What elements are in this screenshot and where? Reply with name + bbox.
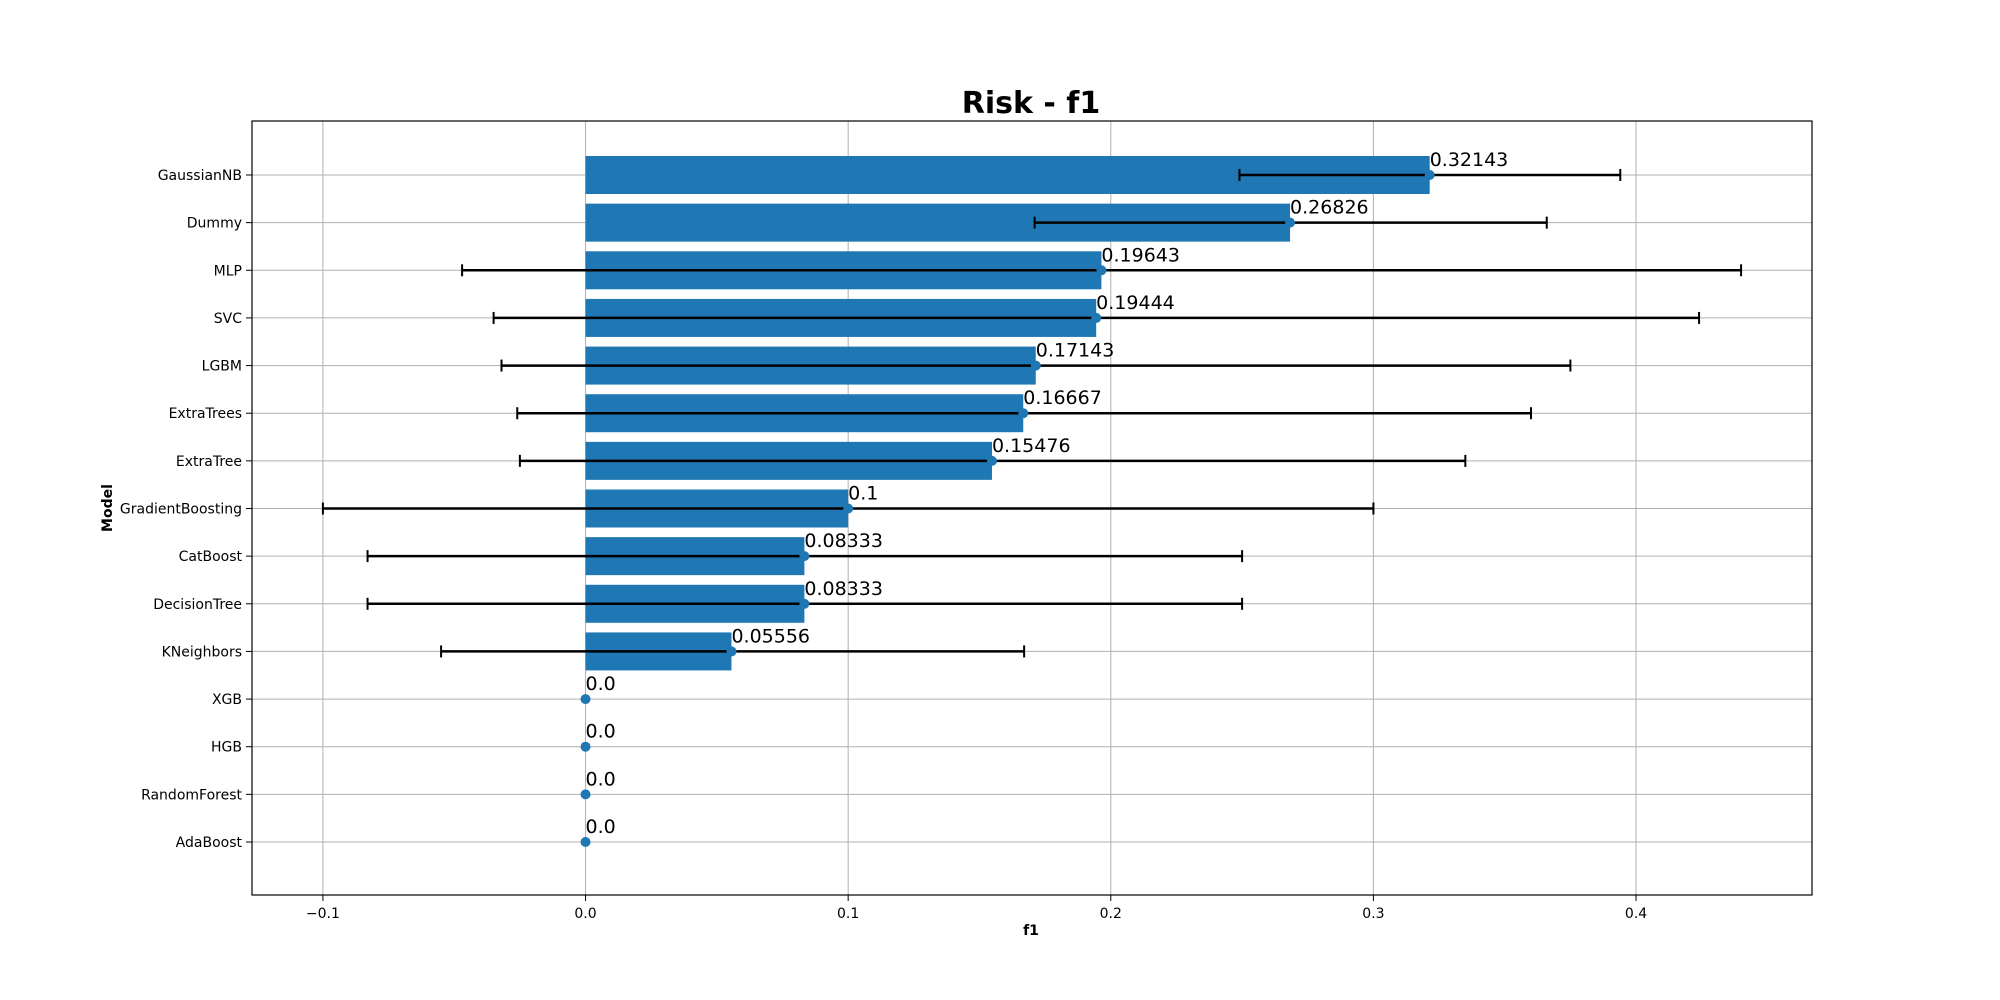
value-label: 0.0 [586, 816, 616, 838]
point-marker [580, 741, 591, 752]
y-tick-label: CatBoost [179, 549, 243, 565]
point-marker [580, 789, 591, 800]
value-label: 0.19643 [1101, 244, 1180, 266]
errorbars-layer [321, 169, 1743, 658]
y-tick-label: GaussianNB [158, 168, 242, 184]
point-marker [580, 837, 591, 847]
y-tick-label: AdaBoost [176, 835, 243, 851]
value-label: 0.08333 [804, 530, 883, 552]
point-marker [1030, 360, 1041, 371]
x-tick-label: 0.3 [1362, 906, 1384, 922]
y-tick-label: XGB [212, 692, 242, 708]
value-label: 0.15476 [992, 435, 1071, 457]
chart-title: Risk - f1 [962, 86, 1100, 121]
value-label: 0.0 [586, 768, 616, 790]
point-marker [726, 646, 737, 657]
x-tick-label: 0.0 [574, 906, 596, 922]
point-marker [799, 551, 810, 562]
point-marker [799, 598, 810, 609]
value-label: 0.19444 [1096, 292, 1175, 314]
point-marker [1424, 170, 1435, 180]
value-label: 0.17143 [1036, 340, 1115, 362]
value-label: 0.26826 [1290, 197, 1369, 219]
y-tick-label: MLP [214, 263, 242, 279]
y-tick-label: DecisionTree [153, 597, 242, 613]
point-marker [1091, 312, 1102, 323]
x-tick-label: −0.1 [306, 906, 340, 922]
plot-frame [251, 120, 1813, 896]
y-axis: GaussianNB Dummy MLP SVC LGBM ExtraTrees Extra… [120, 168, 252, 851]
y-axis-label: Model [100, 484, 116, 532]
point-marker [1285, 217, 1296, 228]
value-label: 0.08333 [804, 578, 883, 600]
point-marker [1096, 265, 1107, 276]
value-label: 0.1 [848, 483, 878, 505]
x-tick-label: 0.2 [1100, 906, 1122, 922]
y-tick-label: KNeighbors [162, 644, 242, 660]
x-tick-label: 0.4 [1625, 906, 1647, 922]
markers-layer [580, 170, 1435, 847]
value-labels-layer: 0.32143 0.26826 0.19643 0.19444 0.17143 0.166… [586, 149, 1509, 838]
x-axis: −0.1 0.0 0.1 0.2 0.3 0.4 [306, 895, 1647, 922]
value-label: 0.32143 [1430, 149, 1509, 171]
y-tick-label: Dummy [187, 216, 242, 232]
y-tick-label: GradientBoosting [120, 502, 242, 518]
point-marker [843, 503, 854, 514]
value-label: 0.05556 [731, 625, 810, 647]
y-tick-label: HGB [211, 740, 242, 756]
y-tick-label: LGBM [202, 359, 242, 375]
y-tick-label: RandomForest [141, 787, 242, 803]
value-label: 0.0 [586, 673, 616, 695]
y-tick-label: ExtraTree [176, 454, 242, 470]
y-tick-label: SVC [214, 311, 242, 327]
value-label: 0.16667 [1023, 387, 1102, 409]
point-marker [1018, 408, 1029, 419]
x-tick-label: 0.1 [837, 906, 859, 922]
point-marker [986, 455, 997, 466]
x-axis-label: f1 [1023, 923, 1039, 939]
point-marker [580, 694, 591, 705]
y-tick-label: ExtraTrees [169, 406, 242, 422]
value-label: 0.0 [586, 721, 616, 743]
